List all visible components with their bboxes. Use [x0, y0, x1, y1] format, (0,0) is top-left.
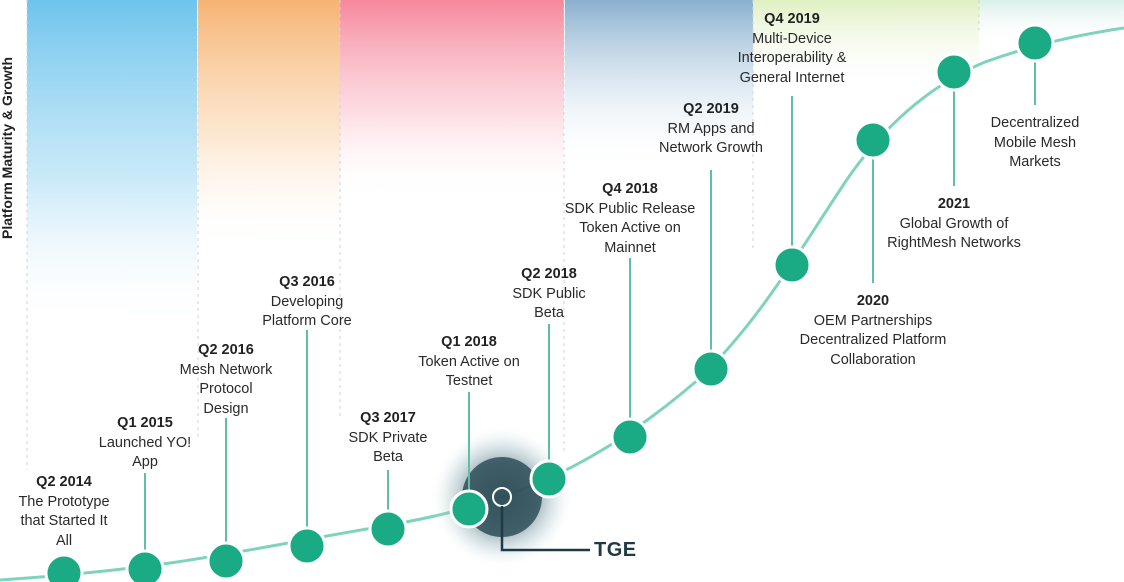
- milestone-label-q2-2014: Q2 2014 The Prototype that Started It All: [0, 473, 174, 551]
- milestone-node-2021[interactable]: [934, 52, 974, 92]
- milestone-description-line: Developing: [270, 293, 344, 310]
- milestone-description-line: Protocol: [199, 381, 253, 397]
- milestone-description-line: The Prototype: [18, 493, 110, 510]
- milestone-description-line: Decentralized: [990, 115, 1080, 131]
- milestone-description-line: All: [55, 532, 73, 549]
- era-band-blue: [27, 0, 197, 330]
- milestone-label-q2-2019: Q2 2019 RM Apps and Network Growth: [601, 100, 821, 159]
- milestone-description-line: Mesh Network: [179, 361, 273, 378]
- milestone-period: Q3 2016: [279, 274, 335, 290]
- milestone-description-line: SDK Public: [512, 285, 586, 302]
- milestone-description-line: Interoperability &: [737, 50, 847, 66]
- milestone-label-q4-2018: Q4 2018 SDK Public Release Token Active on…: [520, 180, 740, 258]
- milestone-description-line: Beta: [373, 449, 403, 465]
- milestone-description-line: Markets: [1009, 154, 1061, 170]
- milestone-node-q2-2019[interactable]: [691, 349, 731, 389]
- era-band-orange: [198, 0, 340, 250]
- era-band-steel: [565, 0, 753, 170]
- milestone-period: Q2 2018: [521, 266, 577, 282]
- milestone-period: Q4 2019: [764, 11, 820, 27]
- milestone-description-line: SDK Private: [348, 429, 428, 446]
- vertical-axis-label: Platform Maturity & Growth: [0, 57, 15, 240]
- milestone-period: Q2 2019: [683, 101, 739, 117]
- milestone-label-2020: 2020 OEM Partnerships Decentralized Platfo…: [763, 292, 983, 370]
- milestone-description-line: Beta: [534, 305, 564, 321]
- milestone-label-future: Decentralized Mobile Mesh Markets: [925, 114, 1124, 173]
- milestone-description-line: RightMesh Networks: [887, 235, 1021, 251]
- milestone-period: Q3 2017: [360, 410, 416, 426]
- milestone-description-line: Collaboration: [830, 351, 916, 368]
- milestone-label-q4-2019: Q4 2019 Multi-Device Interoperability & Gen…: [682, 10, 902, 88]
- tge-label: TGE: [594, 539, 637, 561]
- milestone-description-line: Network Growth: [659, 140, 763, 156]
- milestone-period: 2020: [856, 293, 890, 309]
- milestone-period: Q1 2018: [441, 334, 497, 350]
- milestone-description-line: that Started It: [20, 513, 108, 529]
- milestone-period: Q2 2016: [198, 342, 254, 358]
- milestone-description-line: RM Apps and: [667, 120, 755, 137]
- milestone-period: Q4 2018: [602, 181, 658, 197]
- milestone-description-line: OEM Partnerships: [813, 312, 933, 329]
- milestone-description-line: Decentralized Platform: [799, 332, 947, 348]
- milestone-description-line: Multi-Device: [752, 30, 832, 47]
- milestone-label-2021: 2021 Global Growth of RightMesh Networks: [844, 195, 1064, 254]
- tge-pointer-line: [500, 506, 590, 552]
- milestone-description-line: General Internet: [739, 69, 845, 86]
- milestone-label-q1-2018: Q1 2018 Token Active on Testnet: [359, 333, 579, 392]
- milestone-label-q3-2017: Q3 2017 SDK Private Beta: [278, 409, 498, 468]
- milestone-period: Q2 2014: [36, 474, 92, 490]
- milestone-description-line: Launched YO!: [98, 434, 192, 451]
- milestone-node-2020[interactable]: [853, 120, 893, 160]
- era-band-pink: [340, 0, 564, 200]
- milestone-node-q1-2015[interactable]: [125, 549, 165, 582]
- milestone-node-q1-2018[interactable]: [449, 489, 489, 529]
- milestone-description-line: Global Growth of: [899, 215, 1009, 232]
- milestone-period: Q1 2015: [117, 415, 173, 431]
- milestone-node-q3-2016[interactable]: [287, 526, 327, 566]
- milestone-description-line: SDK Public Release: [564, 200, 696, 217]
- milestone-node-q3-2017[interactable]: [368, 509, 408, 549]
- milestone-node-q2-2016[interactable]: [206, 541, 246, 581]
- milestone-node-future[interactable]: [1015, 23, 1055, 63]
- milestone-description-line: Mobile Mesh: [993, 134, 1077, 151]
- milestone-description-line: Testnet: [445, 373, 493, 389]
- milestone-label-q3-2016: Q3 2016 Developing Platform Core: [197, 273, 417, 332]
- milestone-period: 2021: [937, 196, 971, 212]
- milestone-node-q4-2018[interactable]: [610, 417, 650, 457]
- milestone-label-q1-2015: Q1 2015 Launched YO! App: [35, 414, 255, 473]
- milestone-description-line: Platform Core: [262, 313, 352, 329]
- milestone-node-q2-2018[interactable]: [529, 459, 569, 499]
- era-dividers: [26, 0, 980, 470]
- milestone-label-q2-2016: Q2 2016 Mesh Network Protocol Design: [116, 341, 336, 419]
- milestone-description-line: Token Active on: [418, 353, 520, 370]
- milestone-label-q2-2018: Q2 2018 SDK Public Beta: [439, 265, 659, 324]
- milestone-node-q4-2019[interactable]: [772, 245, 812, 285]
- milestone-node-q2-2014[interactable]: [44, 553, 84, 582]
- milestone-description-line: Design: [203, 400, 249, 417]
- milestone-description-line: App: [132, 454, 158, 470]
- milestone-description-line: Token Active on: [579, 220, 681, 236]
- milestone-description-line: Mainnet: [604, 239, 656, 256]
